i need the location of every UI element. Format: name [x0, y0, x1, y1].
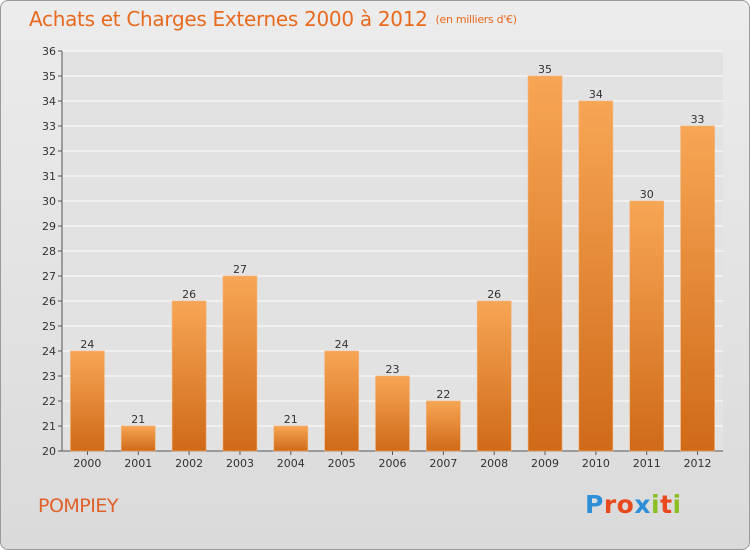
logo-letter: P — [585, 490, 604, 519]
x-tick-label: 2008 — [480, 457, 508, 470]
bar — [171, 300, 207, 452]
y-tick-label: 34 — [42, 95, 56, 108]
x-tick-label: 2009 — [531, 457, 559, 470]
logo-letter: t — [660, 490, 673, 519]
data-label: 24 — [80, 338, 94, 351]
y-tick-label: 26 — [42, 295, 56, 308]
logo-letter: o — [616, 490, 635, 519]
bar — [70, 350, 105, 452]
x-tick-label: 2005 — [328, 457, 356, 470]
bar — [273, 425, 309, 452]
data-label: 27 — [233, 263, 247, 276]
y-tick-label: 23 — [42, 370, 56, 383]
bar — [578, 100, 614, 452]
bar — [222, 275, 258, 452]
y-tick-label: 28 — [42, 245, 56, 258]
y-tick-label: 32 — [42, 145, 56, 158]
title-unit: (en milliers d'€) — [435, 13, 517, 26]
y-tick-label: 24 — [42, 345, 56, 358]
bar — [324, 350, 359, 452]
x-tick-label: 2003 — [226, 457, 254, 470]
bar — [375, 375, 410, 452]
x-tick-label: 2001 — [124, 457, 152, 470]
data-label: 35 — [538, 63, 552, 76]
y-tick-label: 20 — [42, 445, 56, 458]
bar — [680, 125, 715, 452]
data-label: 21 — [284, 413, 298, 426]
bar — [476, 300, 512, 452]
x-tick-label: 2006 — [379, 457, 407, 470]
data-label: 33 — [691, 113, 705, 126]
x-tick-label: 2002 — [175, 457, 203, 470]
proxiti-logo[interactable]: Proxiti — [585, 490, 682, 519]
bar — [426, 400, 461, 452]
x-tick-label: 2007 — [429, 457, 457, 470]
logo-letter: x — [634, 490, 651, 519]
y-tick-label: 35 — [42, 70, 56, 83]
y-tick-label: 29 — [42, 220, 56, 233]
x-tick-label: 2004 — [277, 457, 305, 470]
y-tick-label: 30 — [42, 195, 56, 208]
data-label: 34 — [589, 88, 603, 101]
data-labels: 24 21 26 27 21 24 23 22 26 35 34 30 33 — [80, 63, 704, 426]
y-tick-label: 22 — [42, 395, 56, 408]
x-tick-label: 2000 — [73, 457, 101, 470]
town-name: POMPIEY — [38, 495, 118, 517]
logo-letter: r — [603, 490, 617, 519]
data-label: 22 — [436, 388, 450, 401]
x-tick-label: 2011 — [633, 457, 661, 470]
y-tick-label: 31 — [42, 170, 56, 183]
data-label: 30 — [640, 188, 654, 201]
x-tick-label: 2010 — [582, 457, 610, 470]
data-label: 26 — [487, 288, 501, 301]
bar — [629, 200, 665, 452]
bars — [70, 75, 715, 452]
x-tick-label: 2012 — [684, 457, 712, 470]
logo-letter: i — [651, 490, 661, 519]
data-label: 23 — [386, 363, 400, 376]
y-tick-label: 21 — [42, 420, 56, 433]
title-text: Achats et Charges Externes 2000 à 2012 — [29, 7, 428, 31]
bar — [527, 75, 563, 452]
bar — [120, 425, 156, 452]
y-tick-label: 33 — [42, 120, 56, 133]
y-tick-label: 27 — [42, 270, 56, 283]
data-label: 24 — [335, 338, 349, 351]
data-label: 21 — [131, 413, 145, 426]
y-tick-label: 25 — [42, 320, 56, 333]
y-tick-label: 36 — [42, 45, 56, 58]
chart-title: Achats et Charges Externes 2000 à 2012 (e… — [29, 7, 517, 31]
data-label: 26 — [182, 288, 196, 301]
logo-letter: i — [672, 490, 682, 519]
